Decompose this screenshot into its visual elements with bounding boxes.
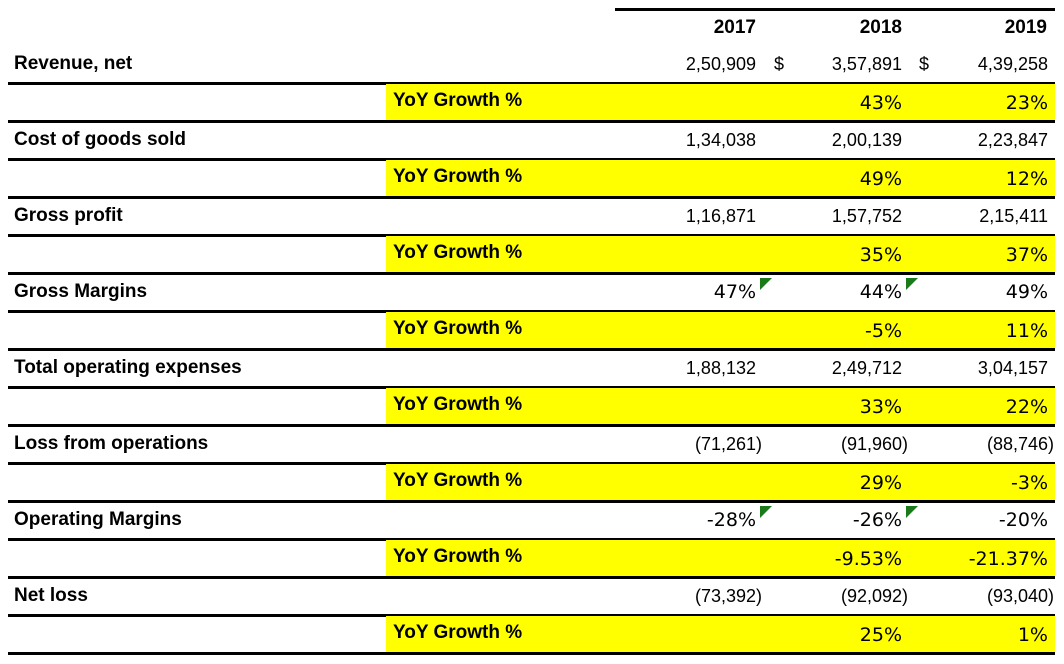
row-label: YoY Growth %: [393, 470, 523, 491]
cell-value[interactable]: -20%: [998, 509, 1048, 531]
cell-value[interactable]: 22%: [1005, 396, 1048, 418]
cell-value[interactable]: (73,392): [694, 586, 762, 606]
row-label: Net loss: [14, 585, 88, 606]
comment-flag-icon[interactable]: [906, 506, 918, 518]
cell-value[interactable]: 3,04,157: [977, 358, 1048, 378]
table-row-revenue-yoy[interactable]: YoY Growth % 43% 23%: [8, 84, 1055, 123]
cell-value[interactable]: 2,49,712: [831, 358, 902, 378]
table-row-net-loss-yoy[interactable]: YoY Growth % 25% 1%: [8, 616, 1055, 655]
cell-value[interactable]: -9.53%: [834, 548, 902, 570]
row-label: YoY Growth %: [393, 622, 523, 643]
row-label: YoY Growth %: [393, 318, 523, 339]
currency-symbol: $: [774, 54, 785, 74]
cell-value[interactable]: (93,040): [986, 586, 1054, 606]
row-label: YoY Growth %: [393, 242, 523, 263]
comment-flag-icon[interactable]: [906, 278, 918, 290]
column-header-2019[interactable]: 2019: [1004, 17, 1047, 38]
cell-value[interactable]: (92,092): [840, 586, 908, 606]
cell-value[interactable]: 47%: [713, 281, 756, 303]
cell-value[interactable]: 49%: [859, 168, 902, 190]
cell-value[interactable]: 35%: [859, 244, 902, 266]
row-label: Gross profit: [14, 205, 123, 226]
cell-value[interactable]: 1,57,752: [831, 206, 902, 226]
table-row-gross-profit[interactable]: Gross profit 1,16,871 1,57,752 2,15,411: [8, 198, 1055, 237]
row-label: Loss from operations: [14, 433, 209, 454]
highlight-fill: [386, 160, 1055, 196]
table-row-operating-expenses-yoy[interactable]: YoY Growth % 33% 22%: [8, 388, 1055, 427]
comment-flag-icon[interactable]: [760, 278, 772, 290]
table-row-cogs[interactable]: Cost of goods sold 1,34,038 2,00,139 2,2…: [8, 122, 1055, 161]
cell-value[interactable]: (91,960): [840, 434, 908, 454]
cell-value[interactable]: (71,261): [694, 434, 762, 454]
row-label: Total operating expenses: [14, 357, 242, 378]
highlight-fill: [386, 616, 1055, 652]
cell-value[interactable]: 37%: [1005, 244, 1048, 266]
cell-value[interactable]: (88,746): [986, 434, 1054, 454]
cell-value[interactable]: 1,16,871: [685, 206, 756, 226]
table-row-operating-margins-yoy[interactable]: YoY Growth % -9.53% -21.37%: [8, 540, 1055, 579]
cell-value[interactable]: 25%: [859, 624, 902, 646]
cell-value[interactable]: 2,15,411: [979, 206, 1048, 226]
cell-value[interactable]: 11%: [1005, 320, 1048, 342]
cell-value[interactable]: -28%: [706, 509, 756, 531]
row-label: Cost of goods sold: [14, 129, 187, 150]
highlight-fill: [386, 464, 1055, 500]
cell-value[interactable]: -5%: [865, 320, 902, 342]
table-row-operating-expenses[interactable]: Total operating expenses 1,88,132 2,49,7…: [8, 350, 1055, 389]
cell-value[interactable]: 2,50,909: [685, 54, 756, 74]
row-label: YoY Growth %: [393, 394, 523, 415]
currency-symbol: $: [919, 54, 930, 74]
table-row-gross-margins[interactable]: Gross Margins 47% 44% 49%: [8, 274, 1055, 313]
cell-value[interactable]: 23%: [1005, 92, 1048, 114]
highlight-fill: [386, 84, 1055, 120]
column-header-2017[interactable]: 2017: [713, 17, 756, 38]
row-label: YoY Growth %: [393, 90, 523, 111]
cell-value[interactable]: 29%: [859, 472, 902, 494]
row-label: Gross Margins: [14, 281, 148, 302]
table-row-gross-margins-yoy[interactable]: YoY Growth % -5% 11%: [8, 312, 1055, 351]
cell-value[interactable]: 44%: [859, 281, 902, 303]
cell-value[interactable]: 1,88,132: [685, 358, 756, 378]
cell-value[interactable]: 2,00,139: [831, 130, 902, 150]
column-header-2018[interactable]: 2018: [859, 17, 902, 38]
cell-value[interactable]: 3,57,891: [831, 54, 902, 74]
cell-value[interactable]: -21.37%: [968, 548, 1048, 570]
row-label: Revenue, net: [14, 53, 133, 74]
comment-flag-icon[interactable]: [760, 506, 772, 518]
table-row-net-loss[interactable]: Net loss (73,392) (92,092) (93,040): [8, 578, 1055, 617]
cell-value[interactable]: -26%: [852, 509, 902, 531]
highlight-fill: [386, 312, 1055, 348]
highlight-fill: [386, 540, 1055, 576]
row-label: YoY Growth %: [393, 546, 523, 567]
table-row-revenue[interactable]: Revenue, net 2,50,909 $ 3,57,891 $ 4,39,…: [8, 46, 1055, 85]
highlight-fill: [386, 236, 1055, 272]
table-row-gross-profit-yoy[interactable]: YoY Growth % 35% 37%: [8, 236, 1055, 275]
cell-value[interactable]: 2,23,847: [977, 130, 1048, 150]
cell-value[interactable]: 1,34,038: [685, 130, 756, 150]
table-row-operating-margins[interactable]: Operating Margins -28% -26% -20%: [8, 502, 1055, 541]
cell-value[interactable]: -3%: [1011, 472, 1048, 494]
row-label: YoY Growth %: [393, 166, 523, 187]
table-row-cogs-yoy[interactable]: YoY Growth % 49% 12%: [8, 160, 1055, 199]
cell-value[interactable]: 12%: [1005, 168, 1048, 190]
row-label: Operating Margins: [14, 509, 182, 530]
cell-value[interactable]: 43%: [859, 92, 902, 114]
cell-value[interactable]: 4,39,258: [977, 54, 1048, 74]
header-top-border: [615, 8, 1055, 11]
cell-value[interactable]: 1%: [1017, 624, 1048, 646]
table-row-loss-from-operations[interactable]: Loss from operations (71,261) (91,960) (…: [8, 426, 1055, 465]
cell-value[interactable]: 49%: [1005, 281, 1048, 303]
cell-value[interactable]: 33%: [859, 396, 902, 418]
highlight-fill: [386, 388, 1055, 424]
table-row-loss-from-operations-yoy[interactable]: YoY Growth % 29% -3%: [8, 464, 1055, 503]
